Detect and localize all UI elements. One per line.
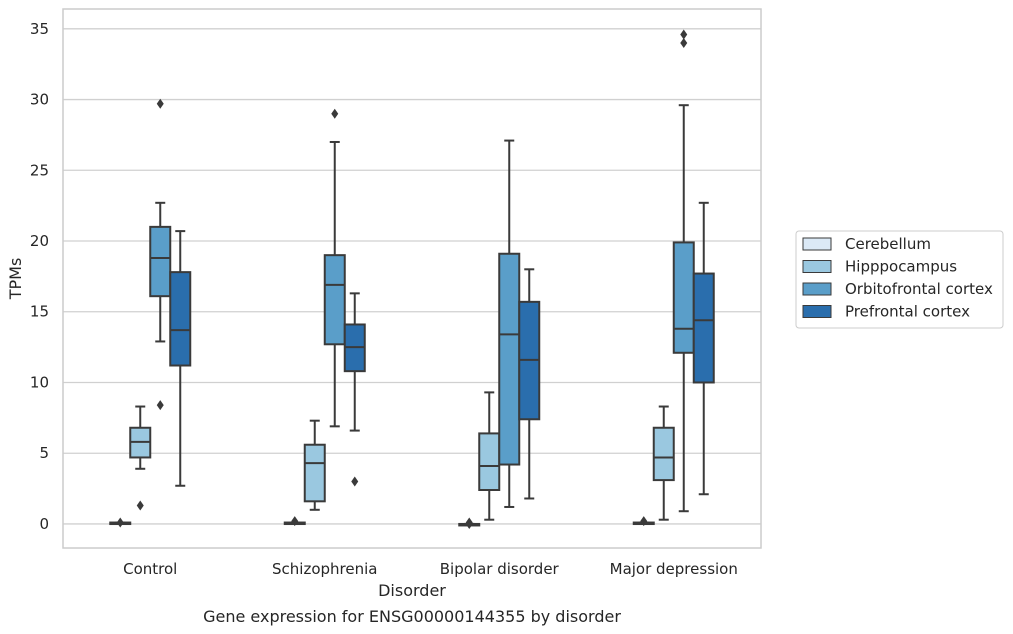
box-prefrontal-cortex bbox=[692, 201, 715, 496]
box-iqr bbox=[498, 252, 521, 466]
outlier-point bbox=[136, 500, 144, 511]
box-iqr bbox=[672, 241, 695, 354]
outlier-point bbox=[640, 516, 648, 527]
y-tick-label: 30 bbox=[30, 91, 49, 109]
y-tick-label: 35 bbox=[30, 20, 49, 38]
y-tick-label: 5 bbox=[39, 444, 49, 462]
box-hipppocampus bbox=[129, 405, 152, 511]
y-tick-labels: 0 5 10 15 20 25 30 35 bbox=[30, 20, 49, 533]
legend-label: Prefrontal cortex bbox=[845, 303, 970, 321]
legend-label: Hipppocampus bbox=[845, 258, 957, 276]
x-tick-label: Schizophrenia bbox=[272, 560, 377, 578]
box-cerebellum bbox=[109, 517, 132, 528]
box-iqr bbox=[169, 271, 192, 367]
legend-item: Orbitofrontal cortex bbox=[802, 280, 993, 298]
legend-swatch bbox=[802, 305, 832, 318]
legend-frame bbox=[795, 230, 1004, 329]
boxes bbox=[109, 29, 715, 529]
box-hipppocampus bbox=[478, 391, 501, 521]
box-iqr bbox=[478, 432, 501, 491]
box-iqr bbox=[323, 254, 346, 346]
outlier-point bbox=[680, 29, 688, 40]
y-tick-label: 0 bbox=[39, 515, 49, 533]
legend-item: Prefrontal cortex bbox=[802, 303, 970, 321]
x-tick-label: Control bbox=[123, 560, 177, 578]
legend-swatch bbox=[802, 260, 832, 273]
box-hipppocampus bbox=[652, 405, 675, 521]
outlier-point bbox=[465, 518, 473, 529]
outlier-point bbox=[331, 108, 339, 119]
box-prefrontal-cortex bbox=[518, 268, 541, 500]
box-prefrontal-cortex bbox=[343, 292, 366, 487]
y-tick-label: 10 bbox=[30, 373, 49, 391]
outlier-point bbox=[291, 516, 299, 527]
x-tick-label: Major depression bbox=[610, 560, 738, 578]
box-cerebellum bbox=[283, 516, 306, 527]
y-tick-label: 15 bbox=[30, 303, 49, 321]
y-tick-label: 20 bbox=[30, 232, 49, 250]
x-tick-labels: Control Schizophrenia Bipolar disorder Majo… bbox=[123, 560, 738, 578]
box-cerebellum bbox=[458, 517, 481, 529]
legend-swatch bbox=[802, 282, 832, 296]
box-iqr bbox=[652, 426, 675, 482]
outlier-point bbox=[156, 400, 164, 411]
legend-label: Orbitofrontal cortex bbox=[845, 280, 993, 298]
legend: Cerebellum Hipppocampus Orbitofrontal cort… bbox=[795, 230, 1004, 329]
legend-label: Cerebellum bbox=[845, 235, 931, 253]
legend-swatch bbox=[802, 237, 832, 251]
legend-item: Cerebellum bbox=[802, 235, 931, 253]
chart-caption: Gene expression for ENSG00000144355 by d… bbox=[203, 607, 621, 626]
box-orbitofrontal-cortex bbox=[672, 29, 695, 513]
box-iqr bbox=[303, 443, 326, 503]
box-cerebellum bbox=[632, 516, 655, 527]
box-iqr bbox=[149, 225, 172, 298]
outlier-point bbox=[351, 476, 359, 487]
outlier-point bbox=[116, 517, 124, 528]
y-tick-label: 25 bbox=[30, 161, 49, 179]
box-iqr bbox=[692, 272, 715, 384]
outlier-point bbox=[680, 37, 688, 48]
box-prefrontal-cortex bbox=[169, 230, 192, 487]
box-orbitofrontal-cortex bbox=[149, 98, 172, 411]
outlier-point bbox=[156, 98, 164, 109]
legend-item: Hipppocampus bbox=[802, 258, 957, 276]
box-orbitofrontal-cortex bbox=[498, 139, 521, 508]
y-axis-label: TPMs bbox=[6, 258, 25, 301]
box-orbitofrontal-cortex bbox=[323, 108, 346, 428]
x-axis-label: Disorder bbox=[378, 581, 446, 600]
plot-frame bbox=[62, 8, 762, 549]
box-hipppocampus bbox=[303, 419, 326, 511]
x-tick-label: Bipolar disorder bbox=[440, 560, 560, 578]
